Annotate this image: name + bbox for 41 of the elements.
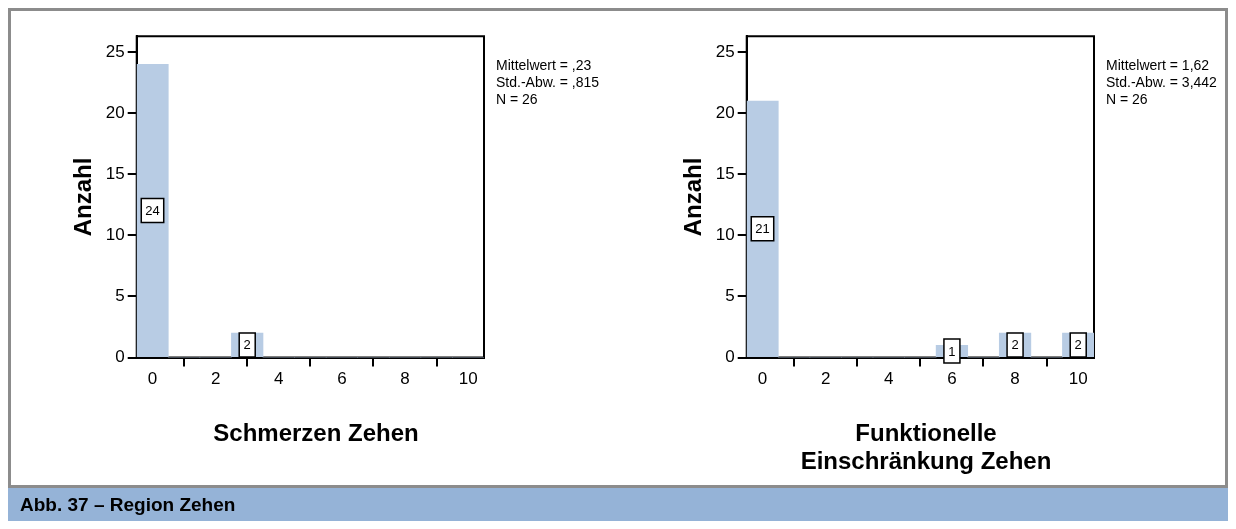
x-axis-title: Schmerzen Zehen: [212, 419, 420, 447]
x-tick-label: 8: [1010, 369, 1020, 389]
y-tick-label: 15: [715, 163, 735, 183]
x-tick-label: 6: [947, 369, 957, 389]
x-tick-label: 6: [337, 369, 347, 389]
data-label: 21: [755, 221, 770, 237]
y-tick-label: 15: [105, 163, 125, 183]
y-tick-label: 5: [115, 286, 125, 306]
x-tick-label: 4: [274, 369, 284, 389]
y-tick-label: 0: [725, 347, 735, 367]
y-axis-title: Anzahl: [69, 157, 97, 237]
x-tick-label: 0: [147, 369, 158, 389]
x-tick-label: 0: [757, 369, 768, 389]
data-label: 2: [1074, 337, 1082, 353]
text: Std.-Abw. = 3,442: [1106, 74, 1218, 91]
y-tick-label: 20: [715, 102, 735, 122]
y-tick-label: 20: [105, 102, 125, 122]
data-label: 2: [1011, 337, 1019, 353]
text: Mittelwert = 1,62: [1106, 57, 1211, 74]
y-tick-label: 0: [115, 347, 125, 367]
y-tick-label: 25: [105, 41, 125, 61]
data-label: 2: [243, 337, 251, 353]
x-tick-label: 2: [210, 369, 221, 389]
x-tick-label: 8: [400, 369, 410, 389]
x-tick-label: 10: [1068, 369, 1088, 389]
x-tick-label: 2: [820, 369, 831, 389]
y-tick-label: 10: [105, 225, 125, 245]
y-tick-label: 25: [715, 41, 735, 61]
text: N = 26: [1106, 91, 1149, 108]
x-tick-label: 4: [884, 369, 894, 389]
text: Abb. 37 – Region Zehen: [8, 485, 1228, 521]
y-tick-label: 10: [715, 225, 735, 245]
text: Std.-Abw. = ,815: [496, 74, 601, 91]
text: N = 26: [496, 91, 539, 108]
y-axis-title: Anzahl: [679, 157, 707, 237]
x-tick-label: 10: [458, 369, 478, 389]
data-label: 24: [145, 203, 160, 219]
x-axis-title: Funktionelle Einschränkung Zehen: [799, 419, 1053, 475]
y-tick-label: 5: [725, 286, 735, 306]
data-label: 1: [948, 343, 956, 359]
text: Mittelwert = ,23: [496, 57, 593, 74]
